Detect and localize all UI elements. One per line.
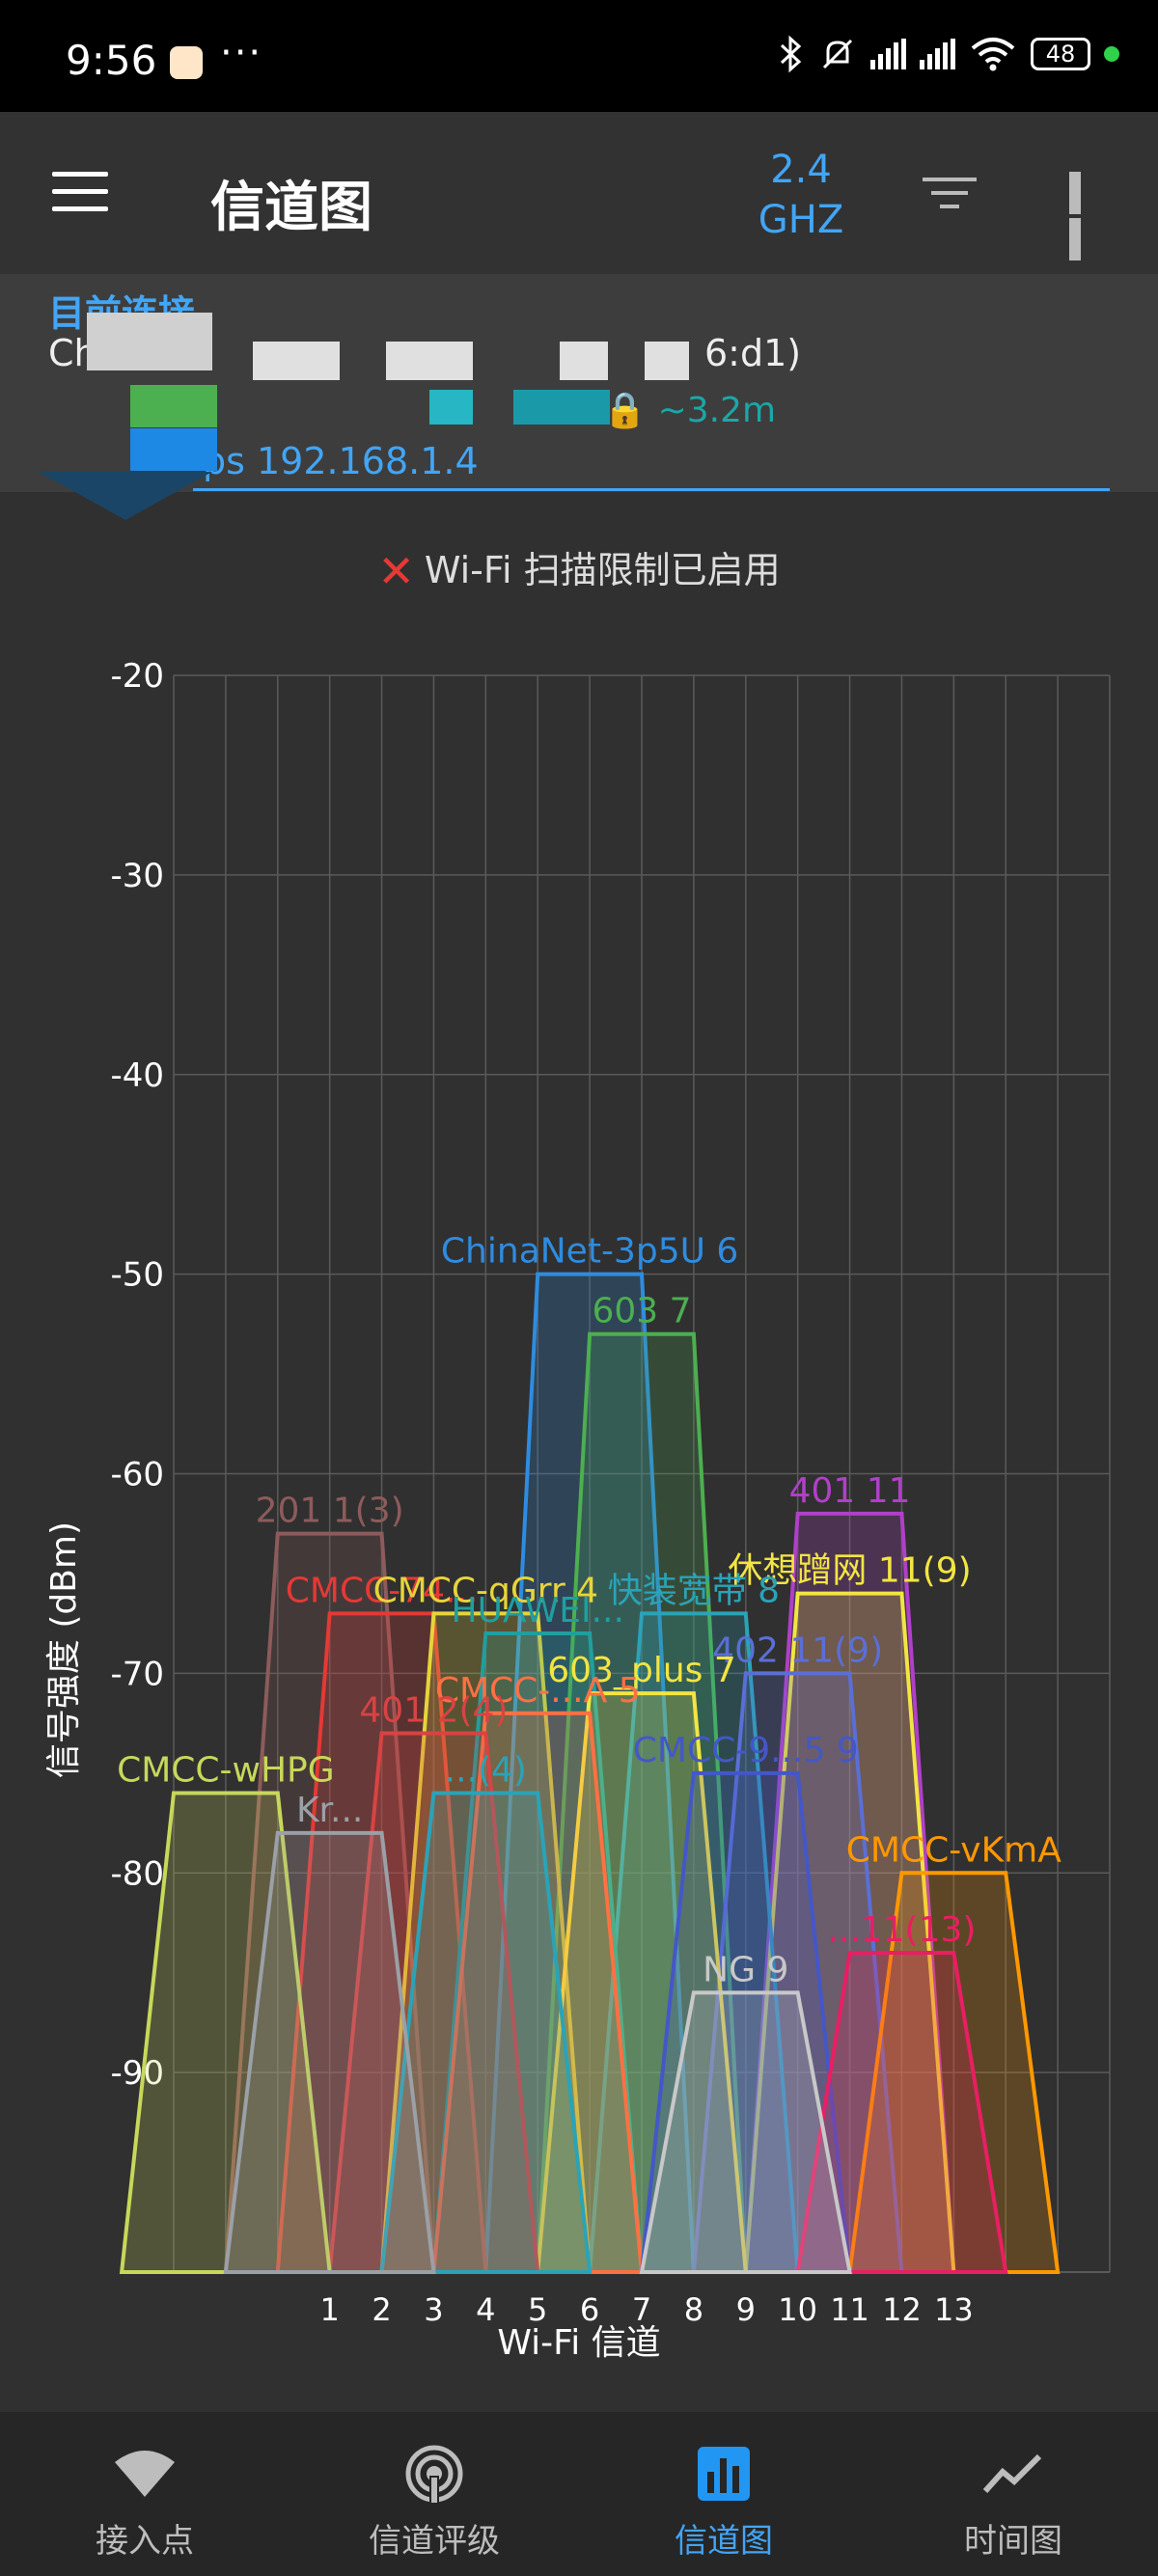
band-value: 2.4 bbox=[770, 148, 832, 192]
y-tick-label: -40 bbox=[110, 1056, 164, 1095]
nav-channel-rating[interactable]: 信道评级 bbox=[290, 2412, 579, 2576]
x-tick-label: 1 bbox=[319, 2291, 339, 2328]
x-tick-label: 6 bbox=[580, 2291, 599, 2328]
network-label: NG 9 bbox=[703, 1950, 788, 1989]
bottom-navigation: 接入点 信道评级 信道图 时间图 bbox=[0, 2412, 1158, 2576]
bar-chart-icon bbox=[698, 2447, 750, 2501]
nav-time-graph[interactable]: 时间图 bbox=[868, 2412, 1158, 2576]
notification-app-icon bbox=[170, 46, 203, 79]
redaction-block bbox=[645, 342, 689, 380]
wifi-icon bbox=[115, 2451, 175, 2497]
nav-label: 信道评级 bbox=[369, 2522, 500, 2561]
hd-signal-icon bbox=[920, 39, 955, 69]
x-tick-label: 12 bbox=[882, 2291, 922, 2328]
y-tick-label: -30 bbox=[110, 857, 164, 895]
network-label: CMCC-74... bbox=[286, 1571, 479, 1610]
nav-channel-graph[interactable]: 信道图 bbox=[579, 2412, 868, 2576]
status-time: 9:56 bbox=[66, 37, 157, 84]
network-area[interactable] bbox=[223, 1830, 436, 2274]
close-icon: ✕ bbox=[377, 545, 415, 597]
x-tick-label: 3 bbox=[424, 2291, 443, 2328]
app-bar: 信道图 2.4 GHZ bbox=[0, 112, 1158, 274]
x-tick-label: 7 bbox=[632, 2291, 651, 2328]
redaction-block bbox=[87, 313, 212, 370]
x-tick-label: 4 bbox=[476, 2291, 495, 2328]
network-label: 402 11(9) bbox=[712, 1631, 883, 1670]
x-tick-label: 11 bbox=[830, 2291, 869, 2328]
y-axis-title: 信号强度 (dBm) bbox=[44, 1521, 84, 1778]
page-title: 信道图 bbox=[210, 177, 372, 239]
network-label: ChinaNet-3p5U 6 bbox=[441, 1232, 738, 1272]
network-label: 603_plus 7 bbox=[547, 1651, 736, 1690]
nav-label: 接入点 bbox=[96, 2522, 194, 2561]
bluetooth-icon bbox=[780, 35, 802, 73]
y-tick-label: -60 bbox=[110, 1456, 164, 1494]
redaction-block bbox=[130, 385, 217, 427]
filter-icon[interactable] bbox=[923, 178, 977, 216]
current-connection-panel[interactable]: 目前连接 China 6:d1) GHz 🔒 ~3.2m ps 192.168.… bbox=[0, 274, 1158, 520]
network-label: CMCC-qGrr 4 bbox=[373, 1571, 599, 1610]
privacy-indicator-dot bbox=[1104, 46, 1119, 62]
x-tick-label: 9 bbox=[736, 2291, 756, 2328]
network-area[interactable] bbox=[379, 1791, 593, 2274]
connection-ip: ps 192.168.1.4 bbox=[203, 440, 479, 482]
collapse-indicator-icon bbox=[39, 472, 212, 520]
network-label: CMCC-vKmA bbox=[846, 1830, 1062, 1870]
redaction-block bbox=[560, 342, 608, 380]
y-tick-label: -80 bbox=[110, 1854, 164, 1893]
pause-icon[interactable] bbox=[1069, 172, 1108, 260]
signal-rating-icon bbox=[405, 2445, 463, 2505]
network-label: 401 11 bbox=[789, 1471, 911, 1511]
line-chart-icon bbox=[982, 2453, 1042, 2494]
nav-access-points[interactable]: 接入点 bbox=[0, 2412, 290, 2576]
scan-warning-text: Wi-Fi 扫描限制已启用 bbox=[424, 549, 781, 591]
network-label: 休想蹭网 11(9) bbox=[728, 1551, 971, 1591]
y-tick-label: -90 bbox=[110, 2054, 164, 2093]
y-tick-label: -70 bbox=[110, 1655, 164, 1693]
status-bar: 9:56 ··· 48 bbox=[0, 0, 1158, 112]
redaction-block bbox=[130, 428, 217, 471]
redaction-block bbox=[386, 342, 473, 380]
y-tick-label: -20 bbox=[110, 657, 164, 696]
network-label: Kr... bbox=[296, 1791, 363, 1830]
status-icons: 48 bbox=[778, 35, 1119, 73]
wifi-icon bbox=[971, 38, 1015, 71]
network-label: CMCC-...A 5 bbox=[435, 1671, 641, 1711]
mute-icon bbox=[822, 39, 853, 69]
nav-label: 信道图 bbox=[675, 2522, 773, 2561]
x-tick-label: 8 bbox=[684, 2291, 703, 2328]
redaction-block bbox=[429, 390, 473, 425]
connection-bssid: 6:d1) bbox=[704, 332, 802, 374]
x-tick-label: 13 bbox=[934, 2291, 974, 2328]
network-label: CMCC-9...5 9 bbox=[633, 1731, 859, 1770]
y-tick-label: -50 bbox=[110, 1256, 164, 1295]
connection-underline bbox=[193, 488, 1110, 491]
redaction-block bbox=[253, 342, 340, 380]
x-tick-label: 2 bbox=[372, 2291, 391, 2328]
network-label: 201 1(3) bbox=[256, 1492, 404, 1531]
network-label: 603 7 bbox=[592, 1292, 691, 1331]
channel-graph-svg: -20 -30 -40 -50 -60 -70 -80 -90 ChinaNet-3p5U 6 6… bbox=[44, 657, 1111, 2363]
network-label: ...11(13) bbox=[827, 1910, 976, 1950]
network-area[interactable] bbox=[639, 1990, 852, 2274]
band-toggle-button[interactable]: 2.4 GHZ bbox=[743, 145, 859, 245]
network-label: 快装宽带 8 bbox=[608, 1571, 780, 1610]
band-unit: GHZ bbox=[758, 198, 844, 242]
channel-graph: -20 -30 -40 -50 -60 -70 -80 -90 ChinaNet-3p5U 6 6… bbox=[0, 617, 1158, 2402]
hd-signal-icon bbox=[870, 39, 906, 69]
network-label: 401 2(4) bbox=[359, 1690, 508, 1730]
network-label: CMCC-wHPG bbox=[117, 1751, 335, 1791]
nav-label: 时间图 bbox=[964, 2522, 1062, 2561]
network-label: HUAWEI... bbox=[452, 1591, 624, 1631]
redaction-block bbox=[513, 390, 610, 425]
x-tick-label: 10 bbox=[778, 2291, 817, 2328]
menu-button[interactable] bbox=[52, 172, 108, 214]
scan-throttle-warning: ✕ Wi-Fi 扫描限制已启用 bbox=[0, 540, 1158, 597]
more-notifications-icon: ··· bbox=[220, 31, 263, 75]
network-label: ...(4) bbox=[445, 1751, 527, 1791]
x-axis-title: Wi-Fi 信道 bbox=[497, 2323, 660, 2363]
battery-indicator: 48 bbox=[1031, 38, 1090, 70]
x-tick-label: 5 bbox=[528, 2291, 547, 2328]
network-area[interactable] bbox=[795, 1951, 1008, 2274]
